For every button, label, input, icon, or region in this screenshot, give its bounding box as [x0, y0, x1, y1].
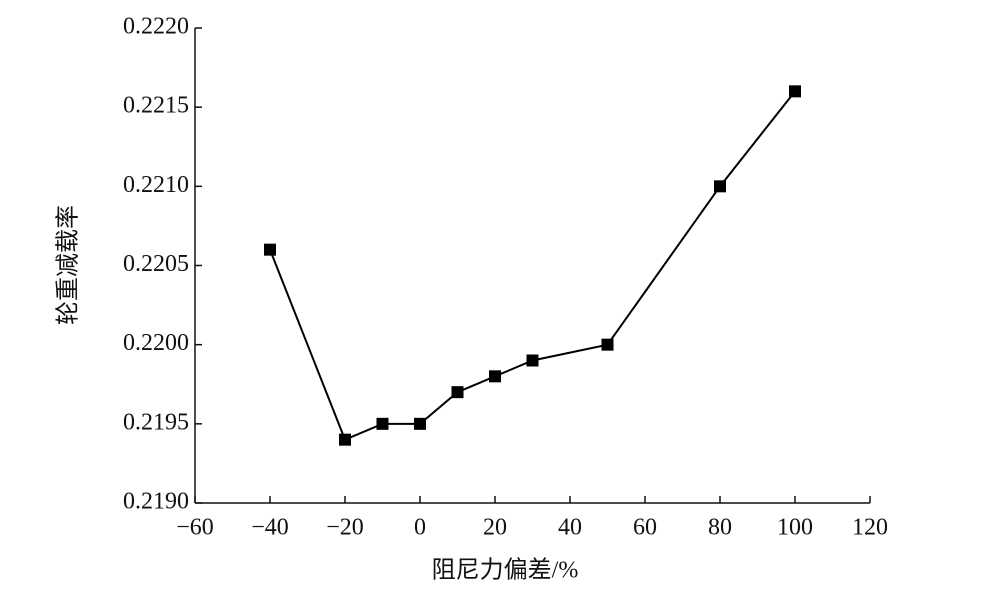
marker [601, 338, 614, 351]
y-tick-label: 0.2205 [123, 251, 189, 277]
marker [451, 386, 464, 399]
marker [414, 417, 426, 430]
x-tick-label: 20 [483, 515, 507, 541]
x-tick-label: −60 [176, 515, 214, 541]
marker [264, 243, 276, 256]
x-tick-label: 100 [777, 515, 813, 541]
y-tick-label: 0.2210 [123, 172, 189, 198]
x-tick-label: 120 [852, 515, 888, 541]
marker [339, 433, 351, 446]
x-tick-label: 0 [414, 515, 426, 541]
y-tick-label: 0.2215 [123, 93, 189, 119]
y-tick-label: 0.2200 [123, 330, 189, 356]
y-tick-label: 0.2190 [123, 489, 189, 515]
y-tick-label: 0.2195 [123, 409, 189, 435]
x-tick-label: −40 [251, 515, 289, 541]
x-tick-label: 80 [708, 515, 732, 541]
marker [526, 354, 539, 367]
y-tick-label: 0.2220 [123, 14, 189, 40]
x-axis-label: 阻尼力偏差/% [432, 557, 579, 584]
marker [714, 180, 726, 193]
y-axis-label: 轮重减载率 [55, 205, 82, 325]
marker [789, 85, 801, 98]
marker [489, 370, 501, 383]
x-tick-label: 60 [633, 515, 657, 541]
marker [376, 417, 389, 430]
line [269, 90, 796, 441]
x-tick-label: −20 [326, 515, 364, 541]
x-tick-label: 40 [558, 515, 582, 541]
